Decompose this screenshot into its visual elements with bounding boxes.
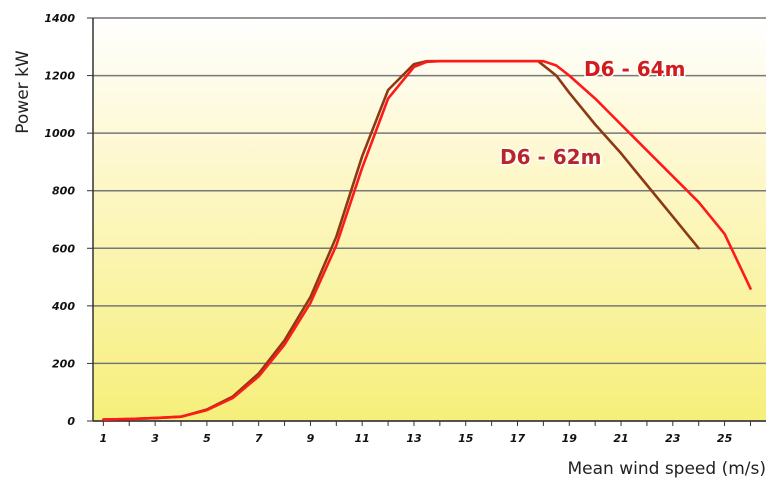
x-tick-label-3: 3 (151, 432, 159, 445)
series-lines (102, 59, 752, 421)
x-tick-label-11: 11 (355, 432, 370, 445)
x-tick-label-21: 21 (613, 432, 628, 445)
y-tick-label-800: 800 (52, 185, 75, 198)
y-tick-label-200: 200 (52, 357, 75, 370)
x-axis-title: Mean wind speed (m/s) (568, 459, 767, 479)
x-tick-label-23: 23 (665, 432, 681, 445)
x-tick-label-1: 1 (100, 432, 108, 445)
x-tick-label-13: 13 (406, 432, 422, 445)
x-tick-label-9: 9 (307, 432, 315, 445)
plot-background (93, 18, 766, 421)
series-label-d6-62m: D6 - 62m (500, 145, 601, 169)
y-tick-label-1400: 1400 (44, 12, 75, 25)
series-label-d6-64m: D6 - 64m (584, 57, 685, 81)
y-tick-label-1000: 1000 (44, 127, 75, 140)
y-tick-label-600: 600 (52, 242, 75, 255)
x-tick-label-15: 15 (458, 432, 474, 445)
y-tick-label-1200: 1200 (44, 70, 75, 83)
y-tick-label-0: 0 (67, 415, 75, 428)
x-tick-label-17: 17 (510, 432, 526, 445)
y-tick-label-400: 400 (51, 300, 75, 313)
y-axis-title: Power kW (13, 50, 33, 134)
x-tick-label-5: 5 (203, 432, 211, 445)
series-line-d6-64m (102, 59, 752, 421)
x-tick-label-25: 25 (717, 432, 733, 445)
x-tick-label-7: 7 (255, 432, 263, 445)
x-tick-label-19: 19 (562, 432, 578, 445)
axes (87, 17, 766, 426)
